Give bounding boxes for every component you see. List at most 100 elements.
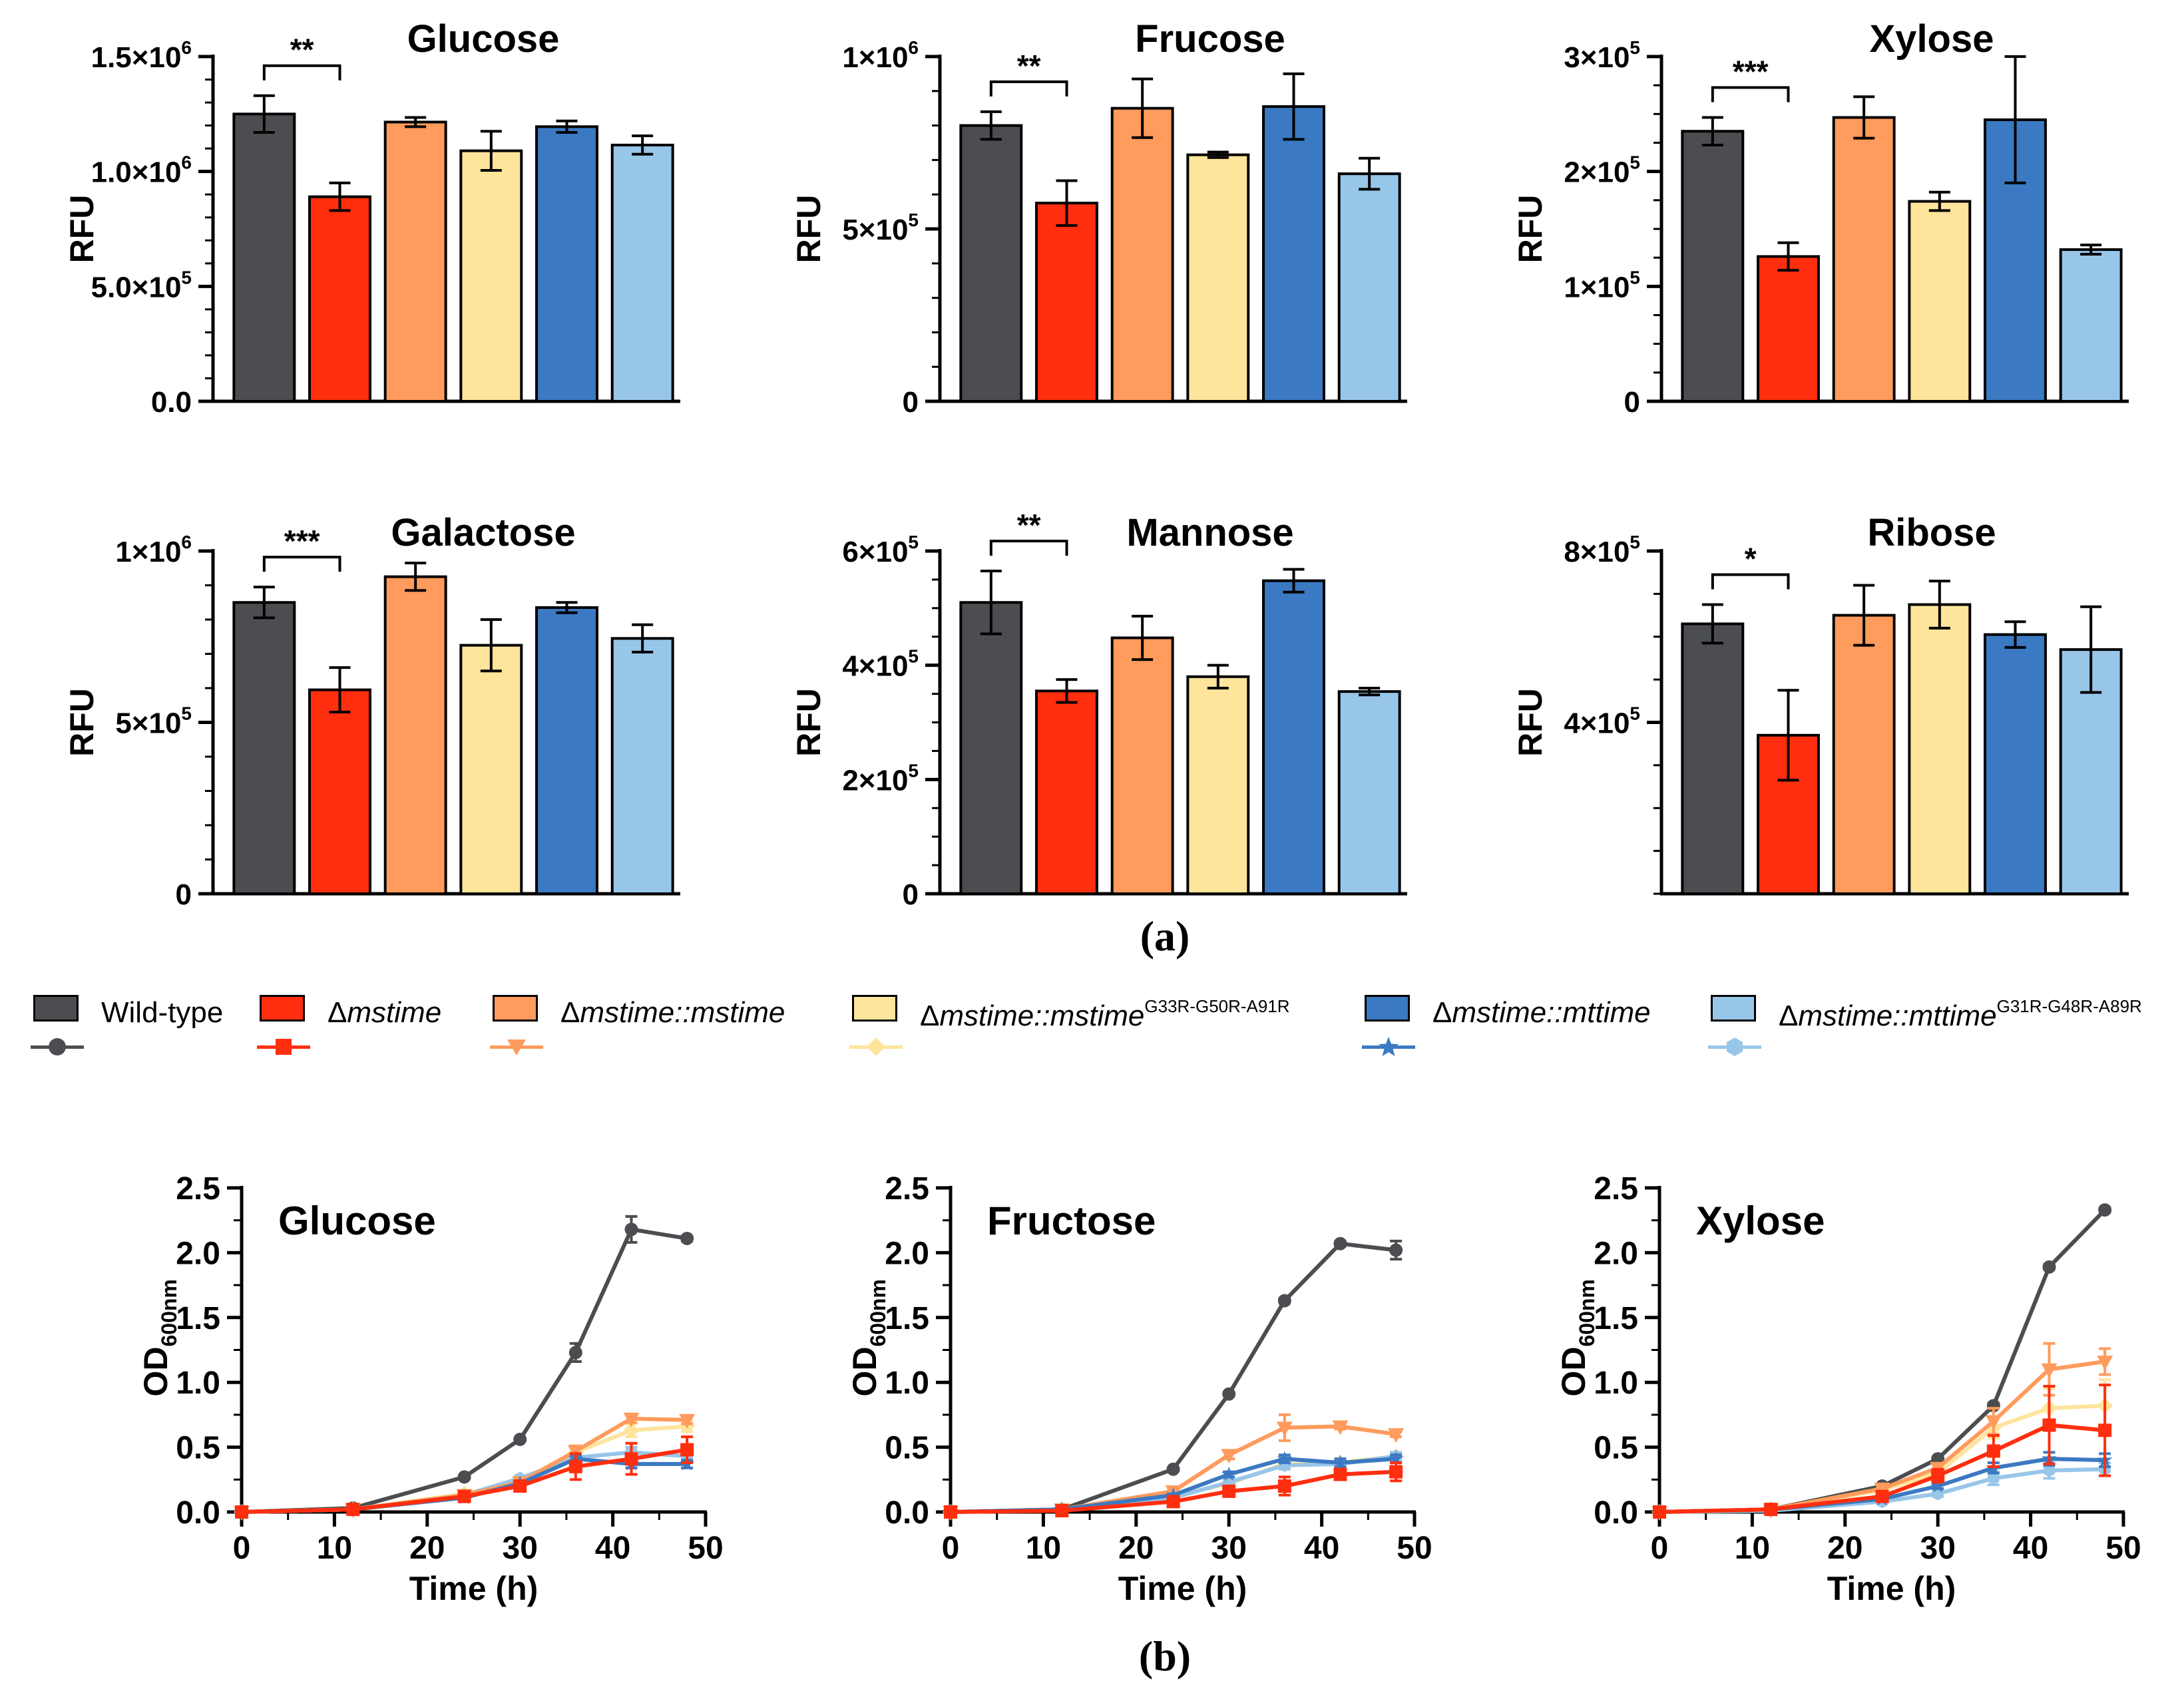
data-point [1333, 1454, 1348, 1469]
bar-chart-frucose: Frucose RFU 0 5×105 1×106 ** [790, 17, 1407, 419]
data-point [1389, 1243, 1403, 1257]
data-point [568, 1459, 582, 1473]
triangle-down-icon [507, 1039, 526, 1055]
data-point [1166, 1462, 1180, 1476]
bar-dmstime-mttime-mut [610, 143, 674, 403]
bar-dmstime-mstime-mut [1186, 153, 1250, 403]
y-tick-label: 0 [903, 878, 919, 911]
y-axis-label-subscript: 600nm [866, 1279, 890, 1346]
legend-swatch [33, 995, 79, 1022]
legend-label: Wild-type [101, 996, 224, 1029]
star-icon [1379, 1037, 1399, 1056]
x-tick-label: 0 [942, 1531, 960, 1566]
bar-dmstime-mstime-mut [459, 149, 523, 403]
legend-label: Δmstime [328, 996, 442, 1029]
data-point [1988, 1471, 2000, 1485]
y-tick-label: 2.5 [1594, 1171, 1638, 1207]
y-tick-label: 0.0 [176, 1495, 220, 1531]
data-point [2042, 1260, 2056, 1274]
legend-swatch [1365, 995, 1410, 1022]
x-tick-label: 40 [1304, 1531, 1339, 1566]
panel-a-label: (a) [1140, 912, 1190, 960]
y-tick-base: 2×10 [842, 764, 908, 797]
data-point [1764, 1503, 1778, 1517]
data-point [1276, 1421, 1293, 1437]
panel-b-label: (b) [1139, 1632, 1191, 1680]
circle-icon [49, 1038, 66, 1055]
y-tick-label: 0.0 [1594, 1495, 1638, 1531]
y-tick-base: 1.0×10 [91, 156, 182, 189]
y-tick-exponent: 5 [1630, 267, 1640, 287]
data-point [1332, 1420, 1349, 1435]
bar-dmstime-mstime [1110, 106, 1174, 403]
significance-bracket [989, 80, 1068, 96]
chart-title: Xylose [1696, 1199, 1825, 1243]
y-tick-label: 0 [1624, 386, 1640, 419]
data-point [1222, 1484, 1236, 1498]
data-point [1875, 1489, 1889, 1503]
bar-dmstime-mstime [383, 120, 447, 403]
x-axis-label: Time (h) [1827, 1570, 1956, 1607]
chart-title: Galactose [391, 511, 575, 554]
data-point [2043, 1463, 2056, 1477]
data-point [1277, 1479, 1291, 1493]
y-tick-exponent: 5 [908, 646, 919, 667]
data-point [1166, 1495, 1180, 1509]
y-tick-label: 2.0 [1594, 1236, 1638, 1271]
y-tick-base: 8×10 [1564, 536, 1630, 568]
significance-label: ** [1017, 49, 1041, 83]
x-tick-label: 20 [409, 1531, 445, 1566]
data-point [1055, 1504, 1069, 1518]
y-tick-label: 6×105 [842, 532, 919, 568]
chart-title: Glucose [278, 1199, 436, 1243]
data-point [513, 1432, 527, 1446]
y-axis-label-subscript: 600nm [157, 1279, 181, 1346]
data-point [1222, 1387, 1236, 1401]
bar-dmstime-mttime [535, 606, 598, 895]
legend-swatch [260, 995, 305, 1022]
data-point [1986, 1444, 2000, 1458]
x-tick-label: 50 [1397, 1531, 1432, 1566]
data-point [457, 1489, 471, 1503]
legend-swatch [493, 995, 538, 1022]
diamond-icon [867, 1037, 885, 1056]
bar-dmstime-mttime-mut [1337, 690, 1401, 896]
chart-title: Xylose [1870, 17, 1994, 61]
x-tick-label: 10 [317, 1531, 352, 1566]
significance-label: *** [284, 524, 320, 558]
data-point [944, 1505, 957, 1519]
y-tick-label: 2.5 [885, 1171, 929, 1207]
bar-dmstime-mstime [1110, 636, 1174, 895]
x-tick-label: 10 [1735, 1531, 1770, 1566]
bar-dmstime [308, 688, 371, 895]
bar-wild-type [232, 601, 296, 895]
bar-dmstime-mstime-mut [1908, 200, 1972, 403]
bar-dmstime-mstime-mut [1908, 603, 1972, 895]
y-tick-label: 1.5 [885, 1301, 929, 1336]
y-tick-label: 0 [176, 878, 192, 911]
y-tick-label: 0.5 [176, 1431, 220, 1466]
significance-bracket [1711, 573, 1790, 590]
x-tick-label: 30 [1920, 1531, 1956, 1566]
data-point [235, 1505, 248, 1519]
x-tick-label: 20 [1827, 1531, 1862, 1566]
bar-dmstime-mttime [535, 125, 598, 403]
data-point [2098, 1203, 2112, 1217]
bar-dmstime [1035, 202, 1098, 403]
y-axis-label: RFU [790, 195, 827, 264]
y-tick-exponent: 5 [181, 703, 192, 724]
y-tick-exponent: 5 [1630, 152, 1640, 173]
significance-label: * [1745, 541, 1757, 576]
data-point [513, 1479, 527, 1493]
y-tick-label: 8×105 [1564, 532, 1640, 568]
bar-dmstime-mttime-mut [1337, 172, 1401, 403]
y-tick-label: 1.5 [1594, 1301, 1638, 1336]
hexagon-icon [1727, 1037, 1743, 1056]
data-point [624, 1222, 638, 1236]
y-tick-base: 2×10 [1564, 156, 1630, 189]
series--mstime [944, 1461, 1403, 1519]
y-tick-base: 6×10 [842, 536, 908, 568]
legend-swatch [852, 995, 897, 1022]
